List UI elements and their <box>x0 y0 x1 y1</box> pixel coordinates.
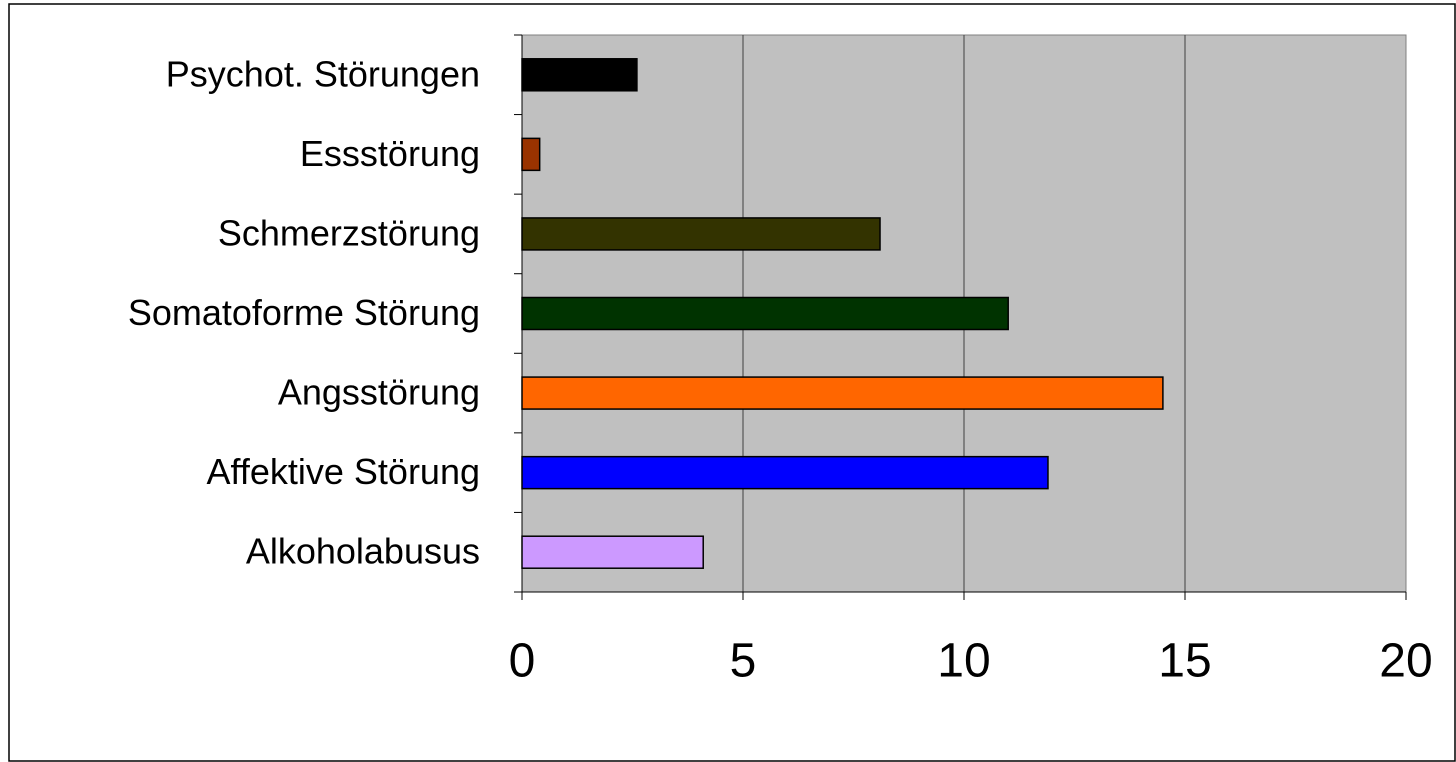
bar <box>521 58 638 92</box>
bar <box>521 535 704 569</box>
y-tick-label: Angsstörung <box>278 372 480 413</box>
x-tick-label: 10 <box>937 635 990 688</box>
bar <box>521 376 1164 410</box>
bar <box>521 455 1049 490</box>
x-tick-label: 15 <box>1158 635 1211 688</box>
y-tick-label: Affektive Störung <box>207 451 481 492</box>
bar <box>521 137 541 172</box>
y-tick-label: Psychot. Störungen <box>166 53 480 94</box>
y-tick-label: Somatoforme Störung <box>128 292 480 333</box>
bar <box>521 217 881 251</box>
x-tick-label: 20 <box>1379 635 1432 688</box>
bar <box>521 296 1009 331</box>
x-tick-label: 5 <box>730 635 757 688</box>
y-tick-label: Essstörung <box>300 133 480 174</box>
x-tick-label: 0 <box>509 635 536 688</box>
y-tick-label: Alkoholabusus <box>246 531 480 572</box>
y-tick-label: Schmerzstörung <box>218 212 480 253</box>
